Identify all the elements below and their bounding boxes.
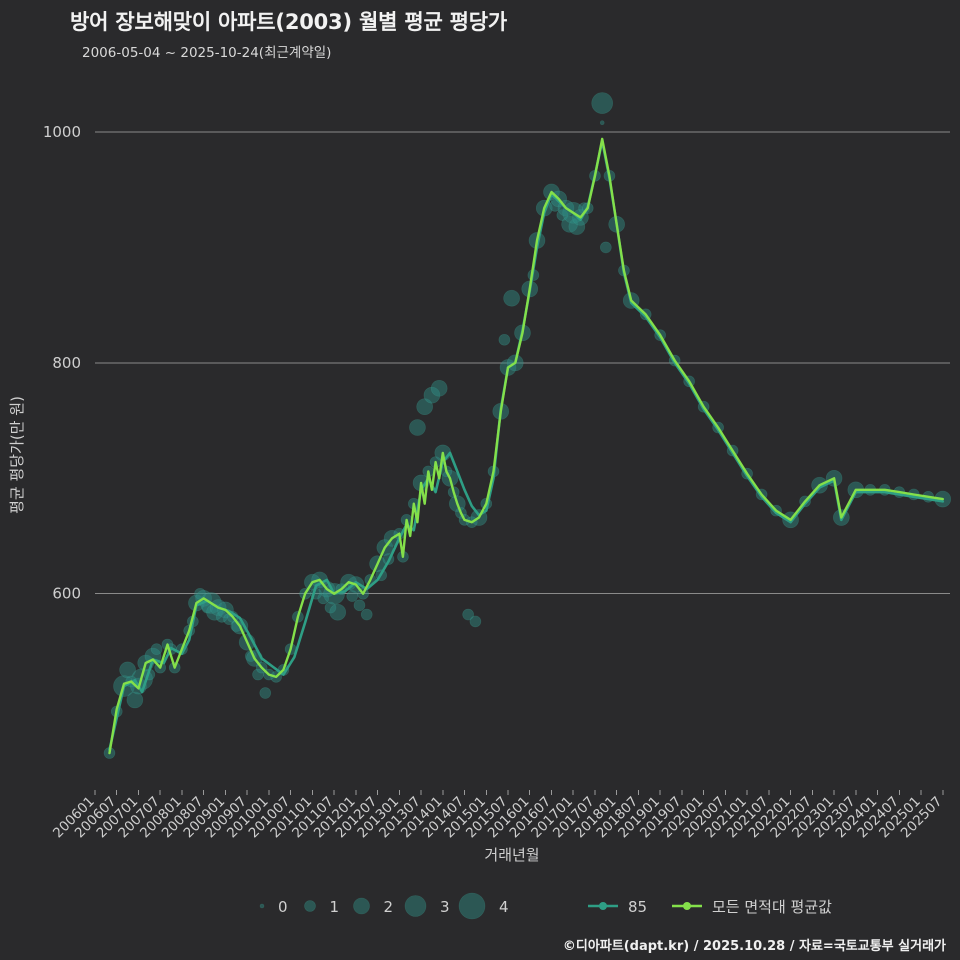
- legend-series-label: 모든 면적대 평균값: [712, 898, 832, 916]
- y-axis-tick-label: 800: [52, 354, 81, 372]
- page-title: 방어 장보해맞이 아파트(2003) 월별 평균 평당가: [70, 10, 508, 34]
- bubble-markers: [103, 92, 952, 759]
- series-line-average: [108, 137, 944, 755]
- page-subtitle: 2006-05-04 ~ 2025-10-24(최근계약일): [82, 45, 332, 61]
- x-axis-tick-labels: 2006012006072007012007072008012008072009…: [50, 794, 946, 842]
- bubble-marker: [150, 643, 163, 655]
- bubble-marker: [259, 687, 272, 699]
- bubble-marker: [561, 216, 578, 233]
- legend-size-label: 3: [440, 898, 450, 916]
- legend-size-marker: [353, 897, 370, 915]
- legend-series-dot: [683, 902, 691, 910]
- bubble-marker: [216, 611, 228, 623]
- legend-series-label: 85: [628, 898, 647, 916]
- bubble-marker: [317, 592, 330, 605]
- bubble-marker: [462, 608, 474, 621]
- bubble-marker: [498, 333, 511, 346]
- legend-size-marker: [404, 895, 427, 917]
- legend-size-label: 2: [384, 898, 394, 916]
- gridlines: [95, 131, 950, 595]
- chart-legend: 0 1 2 3 4 85 모든 면적대 평균값: [259, 892, 832, 920]
- x-axis-tick-marks: [94, 790, 944, 795]
- bubble-marker: [549, 200, 561, 212]
- legend-series-dot: [599, 902, 607, 910]
- legend-size-label: 1: [330, 898, 340, 916]
- series-line-85: [108, 139, 945, 751]
- bubble-marker: [329, 603, 347, 621]
- bubble-marker: [423, 386, 441, 404]
- bubble-marker: [568, 218, 586, 235]
- bubble-marker: [252, 668, 264, 681]
- legend-size-marker: [259, 903, 265, 909]
- bubble-marker: [324, 601, 337, 614]
- bubble-marker: [416, 398, 433, 416]
- y-axis-tick-labels: 600 800 1000: [43, 123, 81, 603]
- series-lines: [108, 137, 945, 755]
- legend-size-marker: [458, 892, 486, 920]
- bubble-marker: [430, 379, 448, 397]
- legend-size-label: 4: [499, 898, 509, 916]
- y-axis-title: 평균 평당가(만 원): [8, 396, 26, 514]
- x-axis-title: 거래년월: [484, 846, 539, 864]
- bubble-marker: [346, 590, 359, 602]
- y-axis-tick-label: 600: [52, 585, 81, 603]
- bubble-marker: [360, 608, 373, 621]
- bubble-marker: [119, 661, 136, 679]
- footer-credit: ©디아파트(dapt.kr) / 2025.10.28 / 자료=국토교통부 실…: [562, 939, 946, 954]
- legend-size-label: 0: [278, 898, 288, 916]
- bubble-marker: [126, 691, 144, 709]
- bubble-marker: [503, 289, 520, 307]
- bubble-marker: [409, 419, 426, 436]
- bubble-marker: [600, 241, 612, 254]
- bubble-marker: [353, 599, 366, 612]
- bubble-marker: [556, 209, 569, 221]
- legend-size-marker: [304, 900, 316, 912]
- y-axis-tick-label: 1000: [43, 123, 81, 141]
- bubble-marker: [194, 587, 206, 600]
- bubble-marker: [469, 615, 482, 628]
- bubble-marker: [591, 92, 614, 114]
- bubble-marker: [599, 120, 605, 126]
